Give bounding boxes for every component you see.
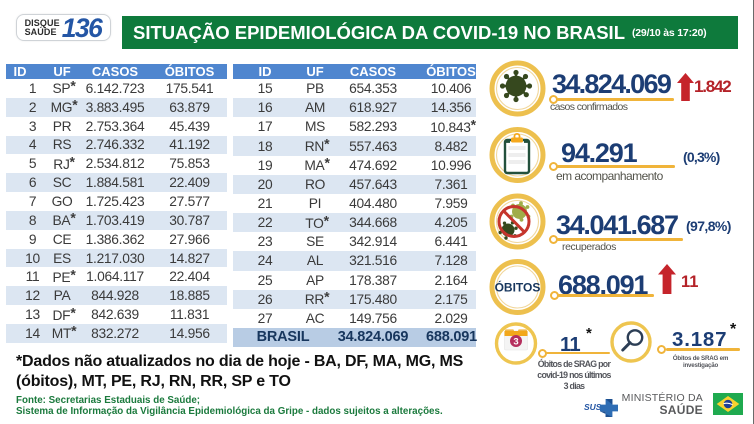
svg-text:3: 3 <box>513 337 518 348</box>
svg-text:ÓBITOS: ÓBITOS <box>495 280 541 295</box>
